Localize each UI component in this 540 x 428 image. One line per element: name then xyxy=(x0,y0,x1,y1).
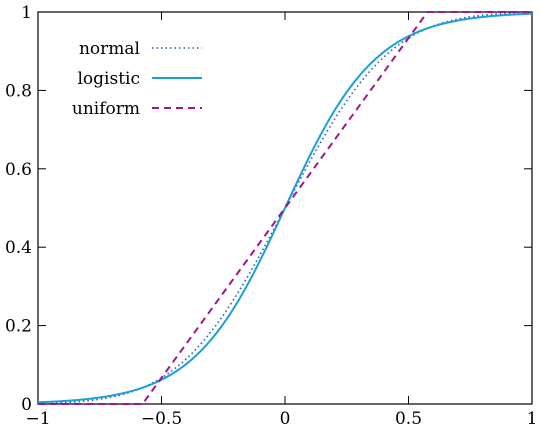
series-logistic-line xyxy=(37,12,533,404)
y-tick-label: 0.2 xyxy=(5,317,32,337)
y-tick-label: 0.6 xyxy=(5,160,32,180)
x-tick-label: −1 xyxy=(25,409,50,428)
y-tick-label: 0.8 xyxy=(5,81,32,101)
y-tick-label: 1 xyxy=(21,3,32,23)
x-tick-label: 1 xyxy=(527,409,538,428)
x-tick-label: 0 xyxy=(280,409,291,428)
legend-label-normal: normal xyxy=(79,39,140,59)
y-tick-label: 0.4 xyxy=(5,238,32,258)
x-tick-label: −0.5 xyxy=(141,409,182,428)
series-uniform-line xyxy=(38,11,532,405)
y-tick-label: 0 xyxy=(21,395,32,415)
legend-label-uniform: uniform xyxy=(72,99,140,119)
legend-label-logistic: logistic xyxy=(77,69,140,89)
x-tick-label: 0.5 xyxy=(395,409,422,428)
plot-area: −1 −0.5 0 0.5 1 0 0.2 0.4 0.6 0.8 1 normal logistic u… xyxy=(5,3,537,428)
